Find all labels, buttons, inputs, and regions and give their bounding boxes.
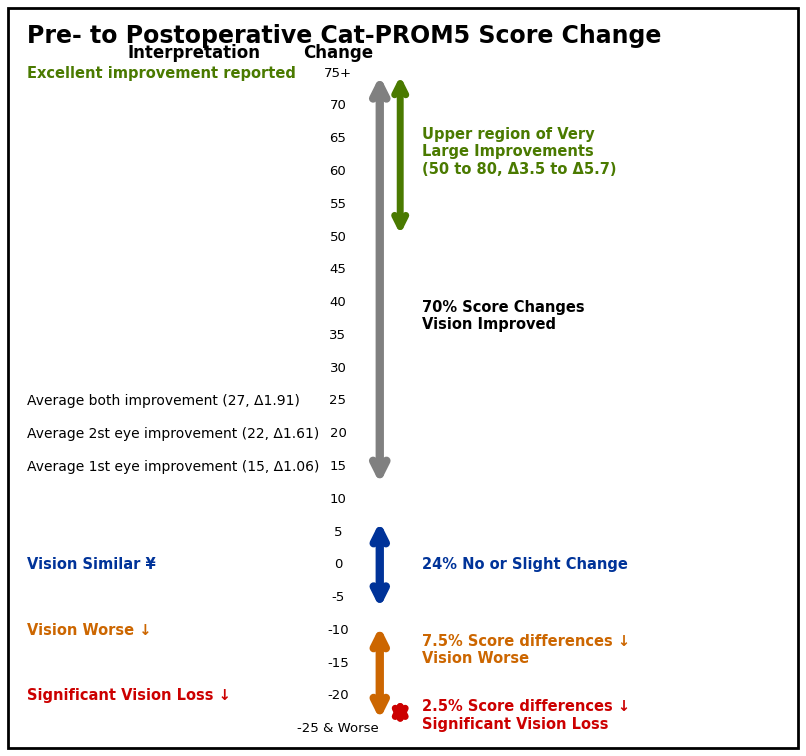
Text: 60: 60 xyxy=(330,165,347,178)
Text: 75+: 75+ xyxy=(324,67,352,79)
Text: Interpretation: Interpretation xyxy=(127,45,260,63)
Text: Excellent improvement reported: Excellent improvement reported xyxy=(27,66,296,81)
Text: Average both improvement (27, Δ1.91): Average both improvement (27, Δ1.91) xyxy=(27,394,300,408)
Text: 25: 25 xyxy=(330,395,347,407)
Text: -20: -20 xyxy=(327,689,349,702)
Text: 50: 50 xyxy=(330,231,347,243)
Text: 15: 15 xyxy=(330,460,347,473)
Text: 5: 5 xyxy=(334,525,343,538)
Text: 35: 35 xyxy=(330,329,347,342)
Text: 20: 20 xyxy=(330,427,347,440)
Text: Vision Worse ↓: Vision Worse ↓ xyxy=(27,623,152,638)
Text: 65: 65 xyxy=(330,132,347,145)
Text: 10: 10 xyxy=(330,493,347,506)
Text: Vision Similar ¥: Vision Similar ¥ xyxy=(27,557,156,572)
Text: -10: -10 xyxy=(327,624,349,637)
Text: 70% Score Changes
Vision Improved: 70% Score Changes Vision Improved xyxy=(422,299,584,332)
Text: Upper region of Very
Large Improvements
(50 to 80, Δ3.5 to Δ5.7): Upper region of Very Large Improvements … xyxy=(422,127,616,177)
Text: -15: -15 xyxy=(327,657,349,670)
Text: 0: 0 xyxy=(334,559,342,572)
Text: 30: 30 xyxy=(330,361,347,375)
Text: 24% No or Slight Change: 24% No or Slight Change xyxy=(422,557,627,572)
Text: Pre- to Postoperative Cat-PROM5 Score Change: Pre- to Postoperative Cat-PROM5 Score Ch… xyxy=(27,24,661,48)
Text: Change: Change xyxy=(303,45,373,63)
Text: -5: -5 xyxy=(331,591,345,604)
Text: 45: 45 xyxy=(330,263,347,277)
Text: 70: 70 xyxy=(330,99,347,113)
Text: 2.5% Score differences ↓
Significant Vision Loss: 2.5% Score differences ↓ Significant Vis… xyxy=(422,699,629,732)
Text: Significant Vision Loss ↓: Significant Vision Loss ↓ xyxy=(27,689,231,704)
Text: Average 2st eye improvement (22, Δ1.61): Average 2st eye improvement (22, Δ1.61) xyxy=(27,426,319,441)
Text: 7.5% Score differences ↓
Vision Worse: 7.5% Score differences ↓ Vision Worse xyxy=(422,634,629,666)
Text: -25 & Worse: -25 & Worse xyxy=(297,722,379,736)
Text: 40: 40 xyxy=(330,296,347,309)
Text: 55: 55 xyxy=(330,198,347,211)
Text: Average 1st eye improvement (15, Δ1.06): Average 1st eye improvement (15, Δ1.06) xyxy=(27,460,319,473)
